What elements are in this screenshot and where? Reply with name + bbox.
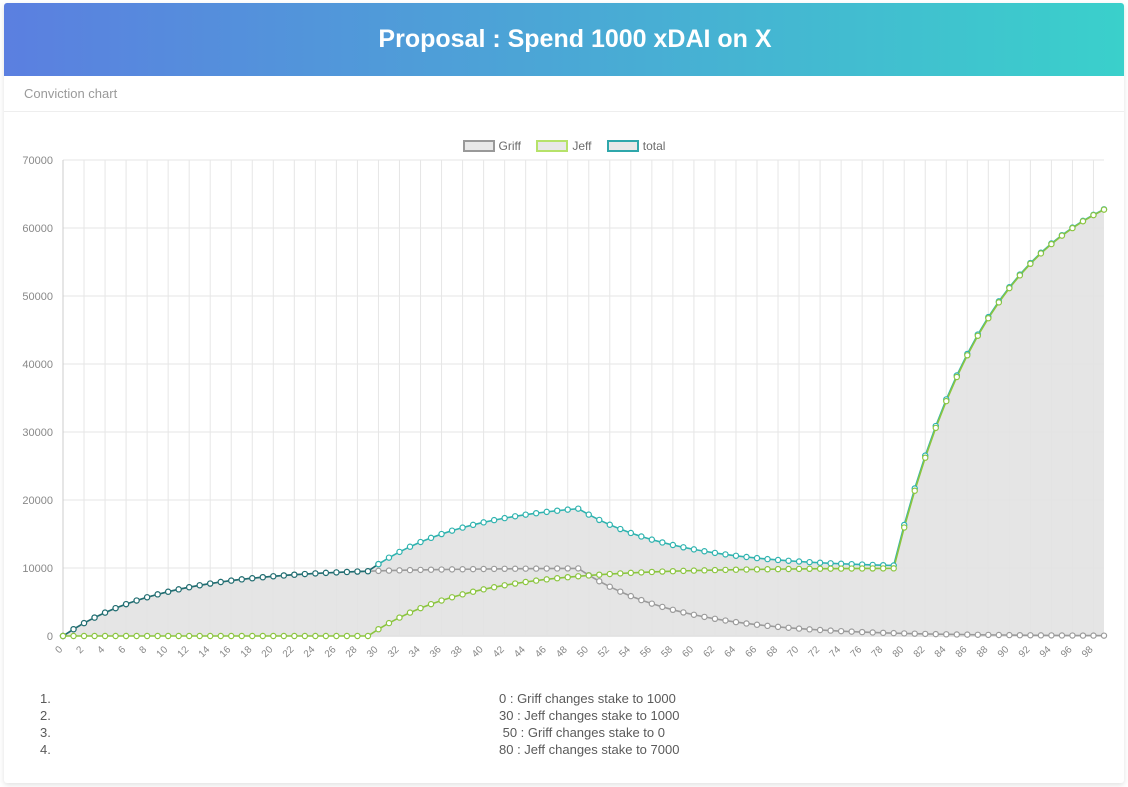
- svg-text:74: 74: [828, 644, 844, 660]
- svg-text:10: 10: [155, 644, 171, 660]
- svg-text:50000: 50000: [22, 291, 53, 303]
- svg-text:0: 0: [53, 644, 65, 656]
- svg-text:60: 60: [680, 644, 696, 660]
- svg-text:10000: 10000: [22, 563, 53, 575]
- svg-text:82: 82: [912, 644, 928, 660]
- svg-text:32: 32: [386, 644, 402, 660]
- svg-text:70: 70: [786, 644, 802, 660]
- svg-text:36: 36: [428, 644, 444, 660]
- svg-text:28: 28: [344, 644, 360, 660]
- svg-text:88: 88: [975, 644, 991, 660]
- svg-text:4: 4: [95, 644, 107, 656]
- svg-text:70000: 70000: [22, 155, 53, 167]
- svg-text:40: 40: [470, 644, 486, 660]
- svg-text:12: 12: [176, 644, 192, 660]
- svg-text:66: 66: [743, 644, 759, 660]
- svg-text:14: 14: [197, 644, 213, 660]
- svg-text:20000: 20000: [22, 495, 53, 507]
- svg-text:92: 92: [1017, 644, 1033, 660]
- svg-text:42: 42: [491, 644, 507, 660]
- svg-text:34: 34: [407, 644, 423, 660]
- svg-text:46: 46: [533, 644, 549, 660]
- svg-text:20: 20: [260, 644, 276, 660]
- svg-text:56: 56: [638, 644, 654, 660]
- svg-text:64: 64: [722, 644, 738, 660]
- svg-text:90: 90: [996, 644, 1012, 660]
- svg-text:0: 0: [47, 631, 53, 643]
- svg-text:68: 68: [765, 644, 781, 660]
- svg-text:24: 24: [302, 644, 318, 660]
- svg-text:72: 72: [807, 644, 823, 660]
- svg-text:80: 80: [891, 644, 907, 660]
- svg-text:52: 52: [596, 644, 612, 660]
- svg-text:54: 54: [617, 644, 633, 660]
- svg-text:98: 98: [1080, 644, 1096, 660]
- svg-text:30: 30: [365, 644, 381, 660]
- svg-text:58: 58: [659, 644, 675, 660]
- svg-text:8: 8: [138, 644, 150, 656]
- svg-text:38: 38: [449, 644, 465, 660]
- svg-text:16: 16: [218, 644, 234, 660]
- svg-text:48: 48: [554, 644, 570, 660]
- svg-text:44: 44: [512, 644, 528, 660]
- svg-text:6: 6: [116, 644, 128, 656]
- svg-text:50: 50: [575, 644, 591, 660]
- svg-text:18: 18: [239, 644, 255, 660]
- svg-text:78: 78: [870, 644, 886, 660]
- svg-text:76: 76: [849, 644, 865, 660]
- svg-text:22: 22: [281, 644, 297, 660]
- svg-text:2: 2: [74, 644, 86, 656]
- svg-text:86: 86: [954, 644, 970, 660]
- svg-text:40000: 40000: [22, 359, 53, 371]
- svg-text:84: 84: [933, 644, 949, 660]
- svg-text:96: 96: [1059, 644, 1075, 660]
- svg-text:30000: 30000: [22, 427, 53, 439]
- svg-text:62: 62: [701, 644, 717, 660]
- svg-text:26: 26: [323, 644, 339, 660]
- svg-text:94: 94: [1038, 644, 1054, 660]
- svg-text:60000: 60000: [22, 223, 53, 235]
